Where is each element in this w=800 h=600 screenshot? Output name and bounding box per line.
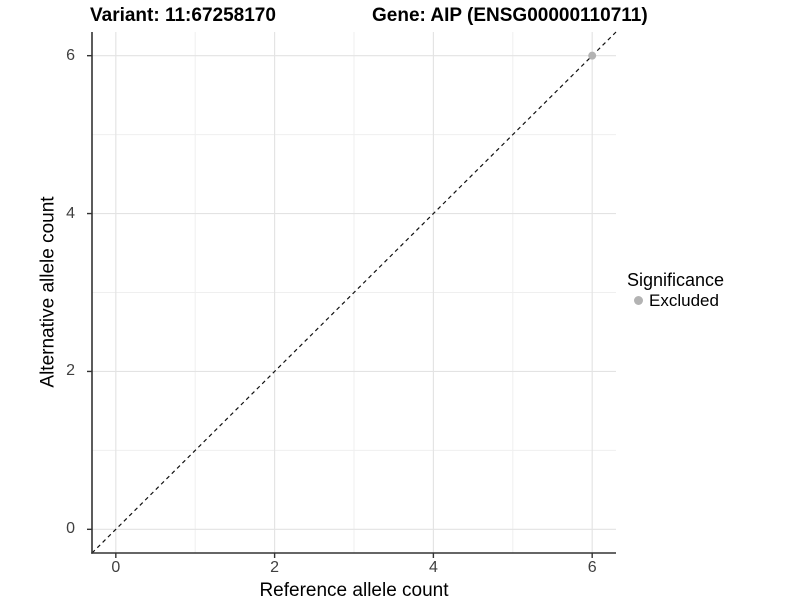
- legend-key-dot-icon: [634, 296, 643, 305]
- variant-title: Variant: 11:67258170: [90, 5, 276, 26]
- x-tick-label: 4: [428, 559, 438, 576]
- x-tick-label: 6: [587, 559, 597, 576]
- x-tick-label: 2: [270, 559, 280, 576]
- y-tick-label: 6: [66, 46, 75, 64]
- y-tick-label: 2: [66, 362, 75, 380]
- gene-title: Gene: AIP (ENSG00000110711): [372, 5, 648, 26]
- data-point-excluded: [588, 51, 597, 60]
- legend: Significance Excluded: [627, 270, 724, 310]
- y-tick-label: 4: [66, 204, 75, 222]
- y-tick-label: 0: [66, 520, 75, 538]
- x-tick-label: 0: [111, 559, 121, 576]
- y-axis-title: Alternative allele count: [37, 196, 59, 388]
- legend-item-excluded: Excluded: [627, 291, 724, 310]
- legend-title: Significance: [627, 270, 725, 290]
- identity-reference-line: [91, 31, 617, 554]
- legend-item-label: Excluded: [649, 290, 719, 310]
- x-axis-title: Reference allele count: [259, 580, 449, 600]
